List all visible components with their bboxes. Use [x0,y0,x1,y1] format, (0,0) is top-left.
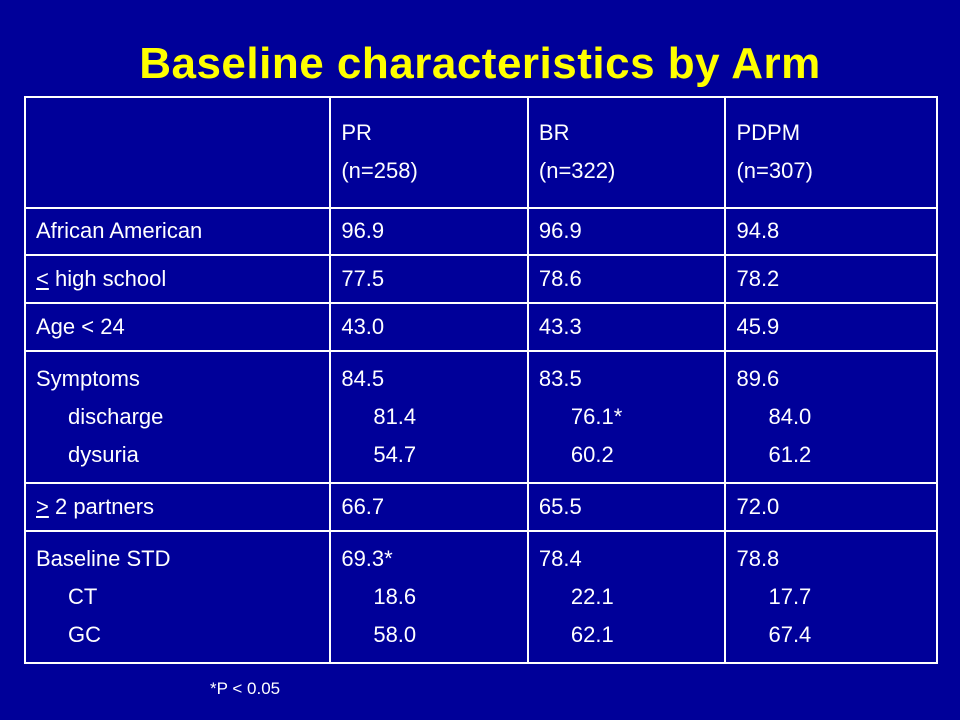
greater-equal-symbol: > [36,493,49,519]
row-label: African American [23,206,332,257]
value-cell: 78.2 [724,254,938,304]
row-label: > 2 partners [23,481,332,532]
header-row: PR (n=258) BR (n=322) PDPM (n=307) [23,96,938,209]
value-cell: 65.5 [526,481,727,532]
sub-value: 58.0 [373,621,417,647]
column-name: PDPM [736,120,801,146]
row-age: Age < 24 43.0 43.3 45.9 [23,302,938,352]
value-cell: 72.0 [724,481,938,532]
main-value: 84.5 [341,365,385,391]
sub-label-ct: CT [68,583,98,609]
main-value: 83.5 [538,365,582,391]
value-cell: 78.6 [526,254,727,304]
footnote: *P < 0.05 [210,679,281,698]
sub-value: 61.2 [768,441,812,467]
row-label: Baseline STD CT GC [23,529,332,665]
row-high-school: < high school 77.5 78.6 78.2 [23,254,938,304]
value-cell: 94.8 [724,206,938,257]
column-name: PR [341,120,372,146]
value-cell: 78.8 17.7 67.4 [724,529,938,665]
row-african-american: African American 96.9 96.9 94.8 [23,206,938,257]
slide-title: Baseline characteristics by Arm [139,39,821,88]
value-cell: 84.5 81.4 54.7 [329,349,529,484]
value-cell: 78.4 22.1 62.1 [526,529,727,665]
main-value: 78.4 [538,545,582,571]
sub-label-gc: GC [68,621,101,647]
sub-value: 67.4 [768,621,812,647]
value-cell: 43.0 [329,302,529,352]
main-value: 69.3* [341,545,393,571]
row-baseline-std: Baseline STD CT GC 69.3* 18.6 58.0 78.4 … [23,529,938,665]
row-label: Symptoms discharge dysuria [23,349,332,484]
header-cell-pdpm: PDPM (n=307) [724,96,938,209]
column-n: (n=322) [538,158,616,184]
header-cell-pr: PR (n=258) [329,96,529,209]
row-label-text: high school [48,266,167,292]
column-n: (n=258) [341,158,418,184]
main-value: 78.8 [736,545,780,571]
sub-value: 22.1 [570,583,614,609]
sub-value: 84.0 [768,403,812,429]
value-cell: 43.3 [526,302,727,352]
row-partners: > 2 partners 66.7 65.5 72.0 [23,481,938,532]
sub-value: 54.7 [373,441,417,467]
row-label: < high school [23,254,332,304]
header-cell-br: BR (n=322) [526,96,727,209]
header-empty-cell [23,96,332,209]
sub-value: 81.4 [373,403,417,429]
value-cell: 77.5 [329,254,529,304]
sub-value: 17.7 [768,583,812,609]
column-n: (n=307) [736,158,813,184]
row-label-main: Symptoms [36,365,140,391]
main-value: 89.6 [736,365,780,391]
value-cell: 66.7 [329,481,529,532]
value-cell: 89.6 84.0 61.2 [724,349,938,484]
value-cell: 96.9 [526,206,727,257]
column-name: BR [538,120,570,146]
row-symptoms: Symptoms discharge dysuria 84.5 81.4 54.… [23,349,938,484]
value-cell: 69.3* 18.6 58.0 [329,529,529,665]
sub-value: 60.2 [570,441,614,467]
sub-value: 62.1 [570,621,614,647]
value-cell: 45.9 [724,302,938,352]
value-cell: 96.9 [329,206,529,257]
row-label-main: Baseline STD [36,545,171,571]
less-equal-symbol: < [36,266,49,292]
sub-value: 18.6 [373,583,417,609]
sub-label-discharge: discharge [68,403,164,429]
value-cell: 83.5 76.1* 60.2 [526,349,727,484]
row-label-text: 2 partners [48,493,155,519]
sub-label-dysuria: dysuria [68,441,139,467]
row-label: Age < 24 [23,302,332,352]
baseline-table: PR (n=258) BR (n=322) PDPM (n=307) Afric… [23,96,938,665]
sub-value: 76.1* [570,403,623,429]
